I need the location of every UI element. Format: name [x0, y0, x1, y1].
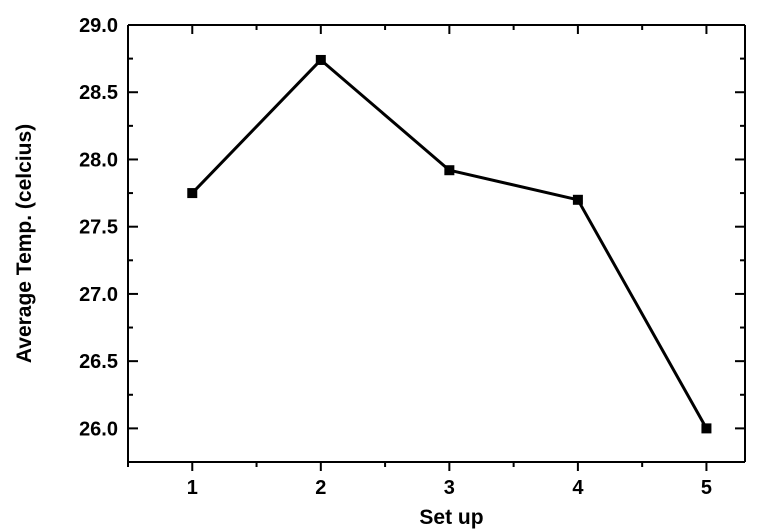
data-point-marker: [572, 194, 583, 205]
x-tick-label: 4: [572, 477, 584, 499]
x-tick-label: 2: [315, 477, 326, 499]
y-axis-ticks: 26.0 26.5 27.0 27.5 28.0 28.5 29.0: [79, 15, 745, 463]
y-tick-label: 29.0: [79, 15, 118, 37]
y-tick-label: 28.0: [79, 149, 118, 171]
series-line-path: [191, 58, 708, 430]
y-axis-title: Average Temp. (celcius): [13, 124, 36, 363]
data-point-marker: [187, 188, 198, 199]
data-point-marker: [701, 423, 712, 434]
series-line: [187, 54, 712, 434]
x-axis-ticks: 1 2 3 4 5: [127, 25, 712, 499]
y-tick-label: 26.0: [79, 418, 118, 440]
x-tick-label: 3: [444, 477, 455, 499]
y-tick-label: 27.0: [79, 284, 118, 306]
plot-frame: [127, 24, 746, 463]
data-point-marker: [315, 54, 326, 65]
y-tick-label: 26.5: [79, 351, 118, 373]
x-tick-label: 5: [701, 477, 712, 499]
data-point-marker: [444, 165, 455, 176]
y-tick-label: 27.5: [79, 217, 118, 239]
x-tick-label: 1: [187, 477, 198, 499]
x-axis-title: Set up: [419, 506, 483, 529]
y-tick-label: 28.5: [79, 82, 118, 104]
